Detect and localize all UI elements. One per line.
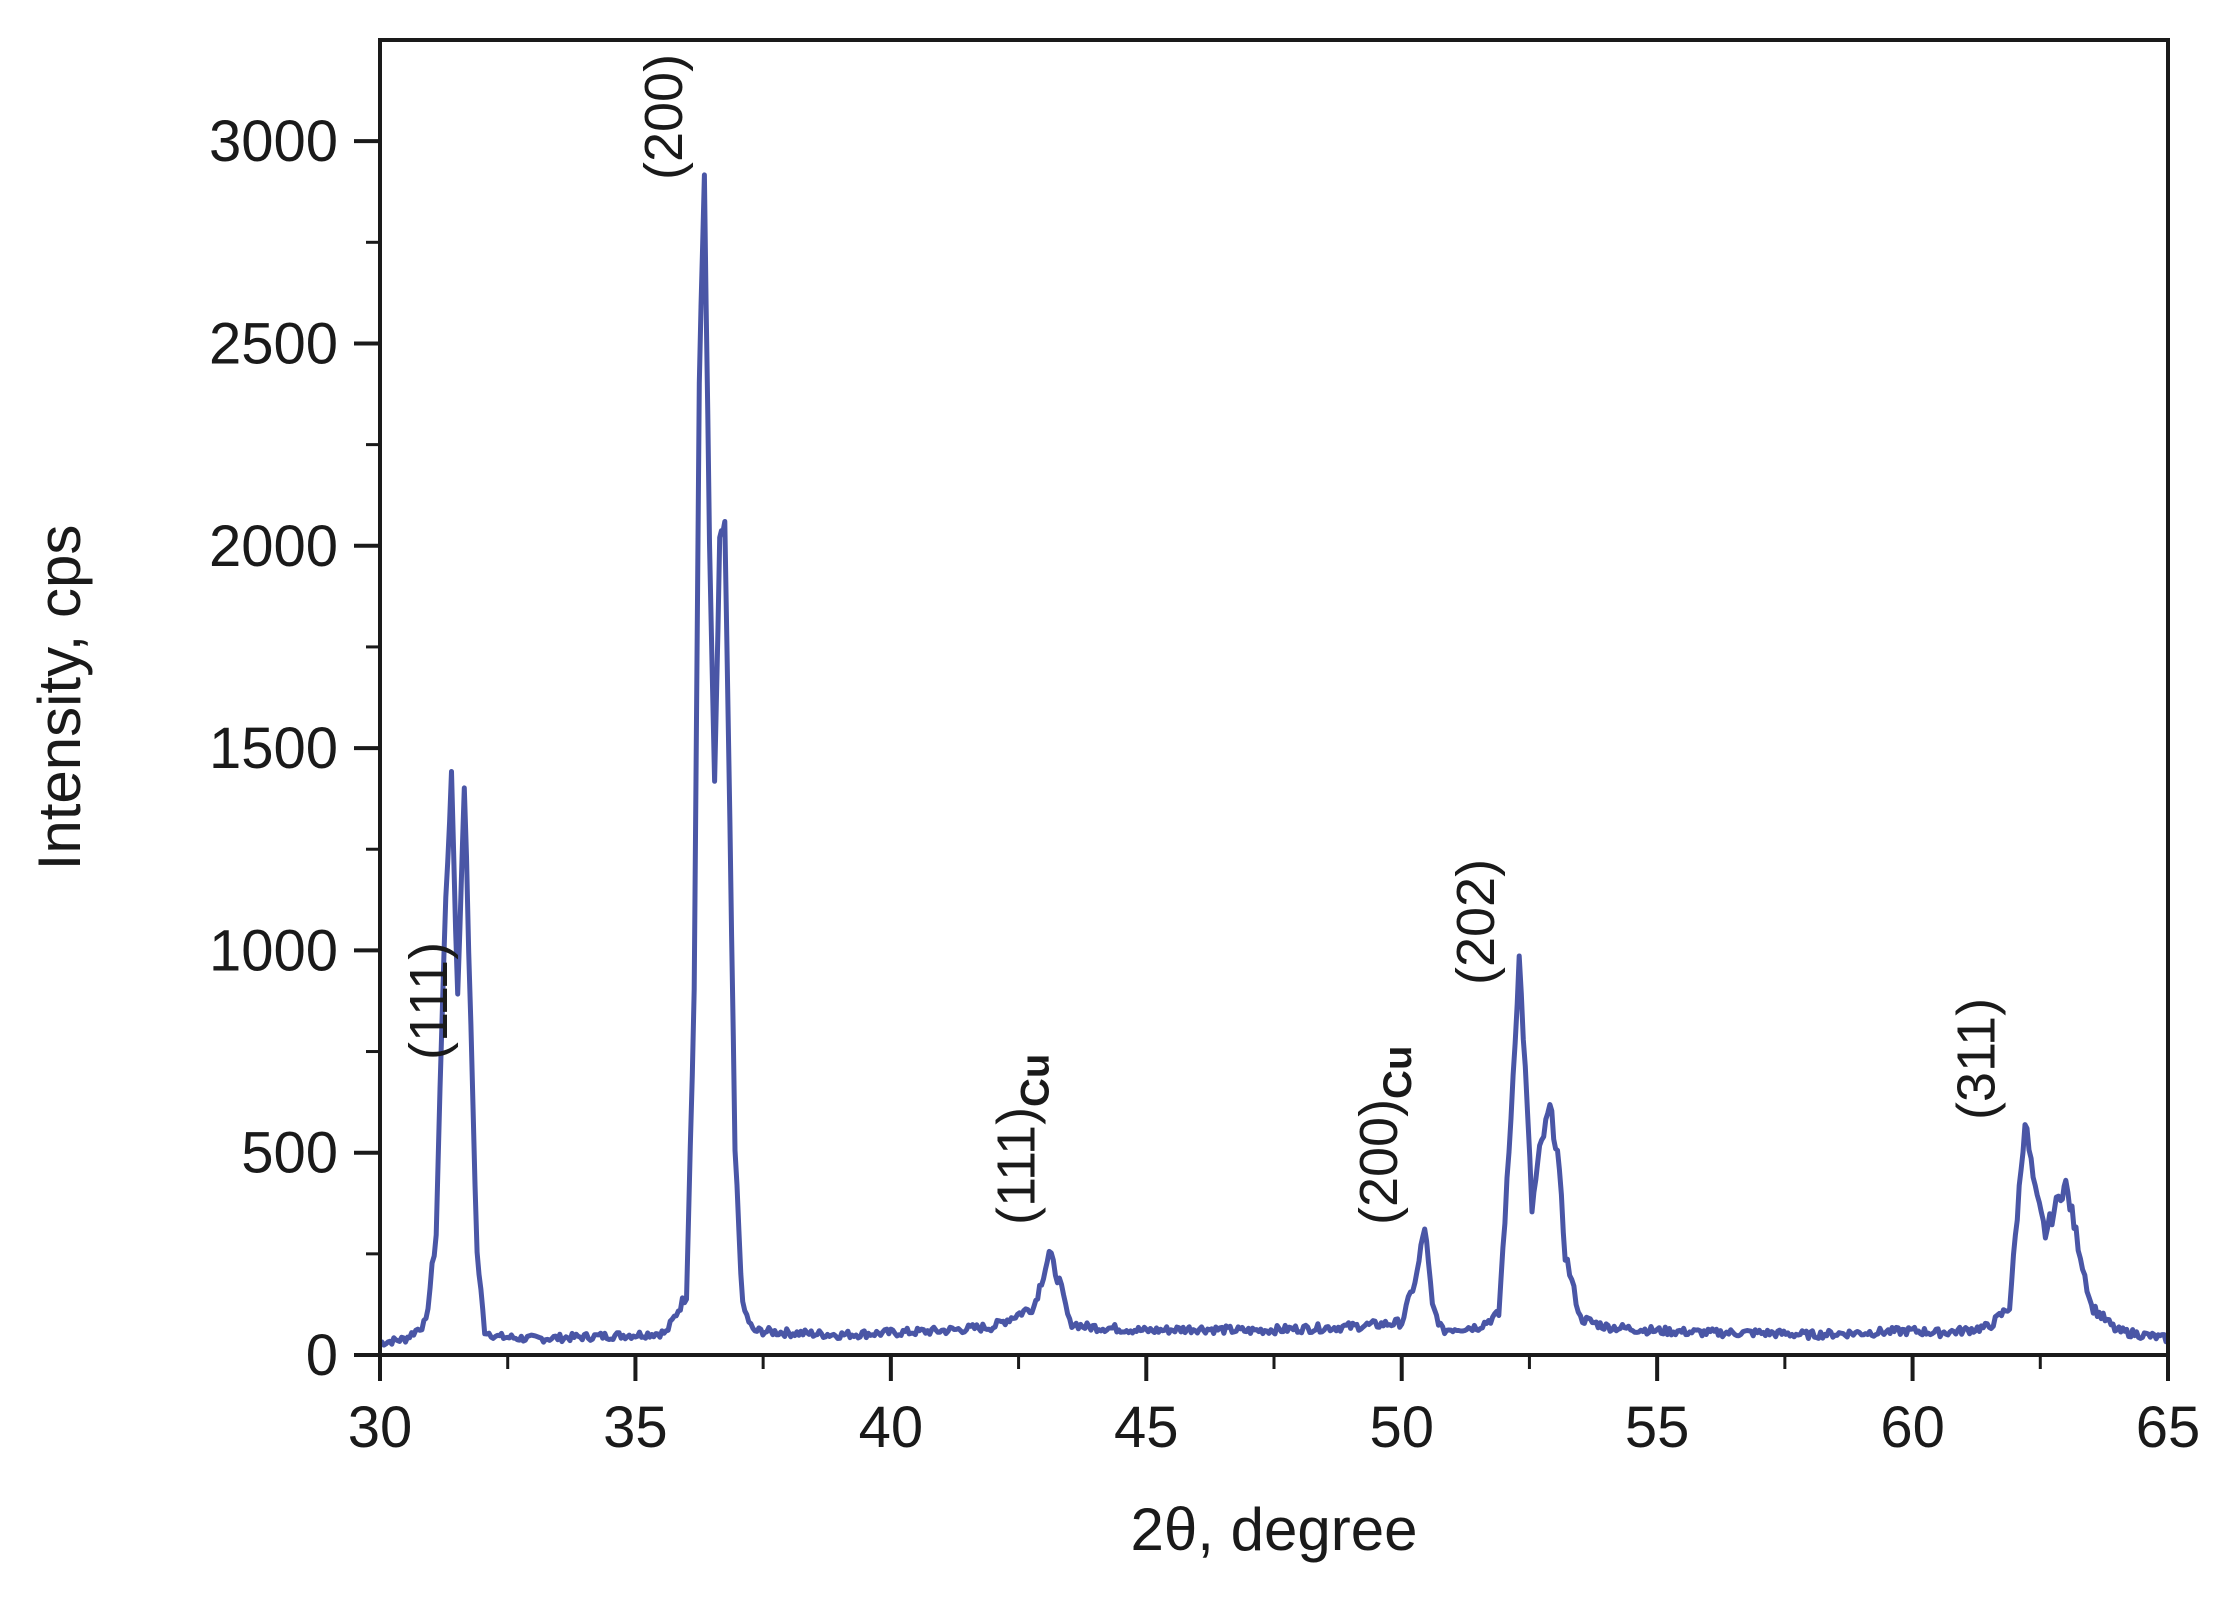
x-tick-label: 60 <box>1880 1395 1945 1460</box>
plot-area-frame <box>378 38 2170 1357</box>
x-tick-label: 65 <box>2136 1395 2201 1460</box>
x-axis-ticks <box>378 1355 2170 1381</box>
x-tick-label: 35 <box>603 1395 668 1460</box>
y-tick-label: 500 <box>241 1121 338 1186</box>
y-tick-labels: 0 500 1000 1500 2000 2500 3000 <box>209 109 338 1388</box>
x-axis-title: 2θ, degree <box>1131 1496 1418 1563</box>
x-tick-label: 55 <box>1625 1395 1690 1460</box>
y-tick-label: 0 <box>306 1323 338 1388</box>
peak-label: (202) <box>1446 859 1506 985</box>
y-tick-label: 3000 <box>209 109 338 174</box>
y-tick-label: 1500 <box>209 716 338 781</box>
y-tick-label: 2500 <box>209 311 338 376</box>
y-axis-title: Intensity, cps <box>26 525 93 871</box>
peak-label: (111) <box>399 942 459 1060</box>
peak-label: (111)Cu <box>986 1054 1057 1225</box>
y-axis-ticks <box>354 139 380 1357</box>
peak-label: (200) <box>634 54 694 180</box>
x-tick-labels: 30 35 40 45 50 55 60 65 <box>348 1395 2201 1460</box>
peak-label: (200)Cu <box>1349 1046 1420 1225</box>
x-tick-label: 50 <box>1369 1395 1434 1460</box>
y-tick-label: 2000 <box>209 514 338 579</box>
x-tick-label: 30 <box>348 1395 413 1460</box>
peak-labels: (111) (200) (111)Cu (200)Cu (202) (311) <box>399 54 2007 1225</box>
intensity-series-line <box>379 172 2171 1348</box>
peak-label: (311) <box>1947 998 2007 1120</box>
y-tick-label: 1000 <box>209 918 338 983</box>
x-tick-label: 40 <box>859 1395 924 1460</box>
x-tick-label: 45 <box>1114 1395 1179 1460</box>
